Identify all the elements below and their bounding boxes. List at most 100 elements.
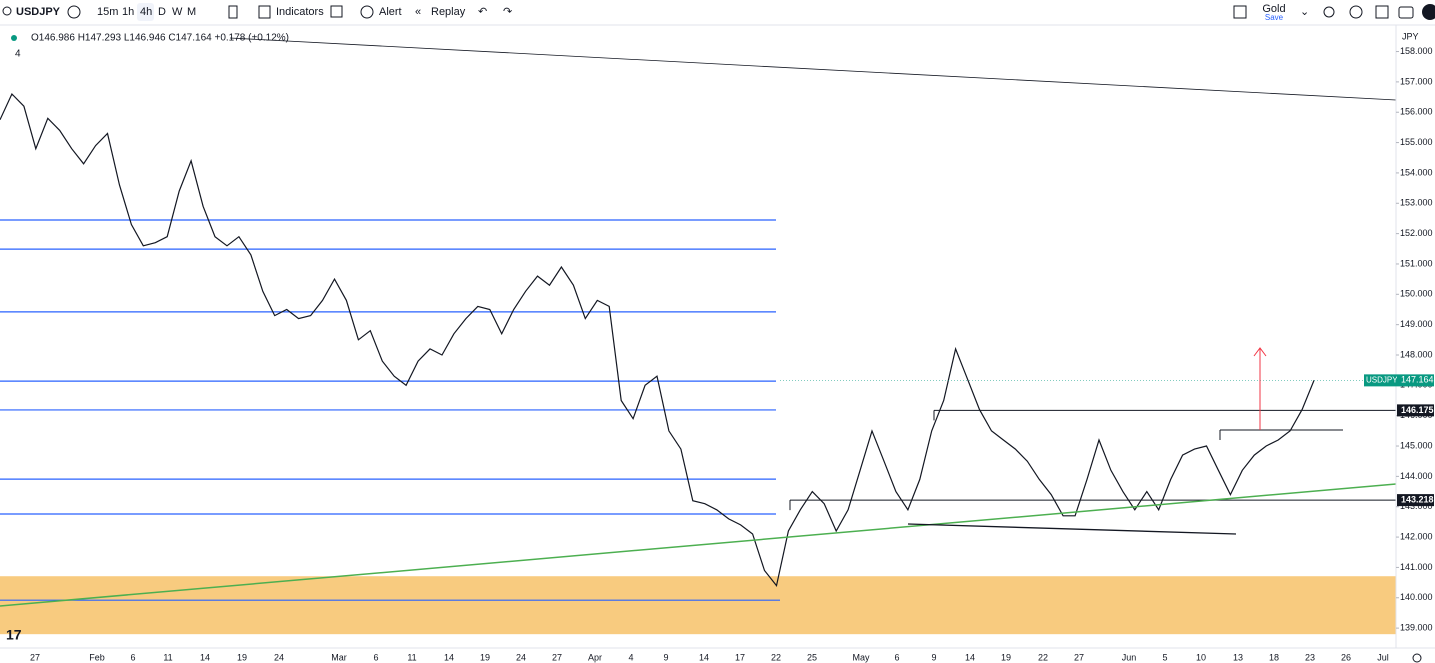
tv-logo: 17	[6, 627, 22, 643]
y-tick-label: 142.000	[1400, 531, 1433, 541]
x-tick-label: 18	[1269, 652, 1279, 662]
trend-line	[907, 523, 1237, 535]
symbol-tag	[1364, 374, 1397, 387]
settings[interactable]	[1349, 5, 1363, 19]
y-tick-label: 145.000	[1400, 440, 1433, 450]
y-tick-label: 139.000	[1400, 622, 1433, 632]
interval[interactable]: M	[187, 6, 196, 18]
status-dot	[11, 35, 17, 41]
x-tick-label: 27	[30, 652, 40, 662]
symbol-tag-label: USDJPY	[1366, 375, 1398, 384]
indicators-button[interactable]: Indicators	[276, 6, 324, 18]
interval[interactable]: 15m	[97, 6, 118, 18]
x-tick-label: 14	[200, 652, 210, 662]
support-zone	[0, 576, 1396, 635]
replay-button[interactable]: Replay	[431, 6, 466, 18]
quick-search[interactable]	[1323, 6, 1335, 18]
price-tag	[1397, 494, 1434, 507]
layout-menu[interactable]: ⌄	[1300, 6, 1309, 18]
indicators-icon[interactable]	[258, 5, 271, 19]
add-symbol[interactable]	[67, 5, 81, 19]
symbol[interactable]: USDJPY	[16, 6, 61, 18]
interval[interactable]: D	[158, 6, 166, 18]
x-tick-label: Apr	[588, 652, 602, 662]
x-tick-label: 19	[1001, 652, 1011, 662]
y-tick-label: 154.000	[1400, 167, 1433, 177]
x-tick-label: 14	[699, 652, 709, 662]
trend-line	[0, 483, 1397, 607]
price-tag	[1397, 374, 1434, 387]
interval[interactable]: 1h	[122, 6, 134, 18]
y-tick-label: 141.000	[1400, 562, 1433, 572]
y-tick-label: 148.000	[1400, 349, 1433, 359]
x-tick-label: 22	[1038, 652, 1048, 662]
x-tick-label: 19	[480, 652, 490, 662]
arrow-head	[1253, 347, 1267, 357]
x-tick-label: 25	[807, 652, 817, 662]
alert-button[interactable]: Alert	[379, 6, 402, 18]
y-tick-label: 156.000	[1400, 107, 1433, 117]
x-tick-label: 19	[237, 652, 247, 662]
x-tick-label: 17	[735, 652, 745, 662]
x-tick-label: 6	[373, 652, 378, 662]
y-tick-label: 151.000	[1400, 258, 1433, 268]
y-tick-label: 153.000	[1400, 198, 1433, 208]
interval[interactable]: 4h	[140, 6, 152, 18]
interval[interactable]: W	[172, 6, 183, 18]
x-tick-label: 14	[444, 652, 454, 662]
price-tag-label: 147.164	[1401, 375, 1434, 385]
profile[interactable]	[1422, 4, 1435, 20]
snapshot[interactable]	[1398, 6, 1414, 19]
x-tick-label: 9	[931, 652, 936, 662]
time-settings[interactable]	[1412, 653, 1422, 663]
redo[interactable]: ↷	[503, 6, 512, 18]
x-tick-label: 11	[407, 652, 416, 662]
x-tick-label: Jun	[1122, 652, 1137, 662]
templates-icon[interactable]	[330, 5, 343, 18]
x-tick-label: 22	[771, 652, 781, 662]
currency: JPY	[1402, 31, 1419, 41]
fullscreen[interactable]	[1375, 5, 1389, 19]
x-tick-label: 5	[1162, 652, 1167, 662]
price-line	[0, 92, 1315, 587]
x-tick-label: 13	[1233, 652, 1243, 662]
x-tick-label: 24	[274, 652, 284, 662]
undo[interactable]: ↶	[478, 6, 487, 18]
x-tick-label: May	[852, 652, 870, 662]
save-label[interactable]: Save	[1265, 13, 1284, 22]
x-tick-label: Feb	[89, 652, 105, 662]
x-tick-label: Mar	[331, 652, 347, 662]
y-tick-label: 157.000	[1400, 76, 1433, 86]
y-tick-label: 150.000	[1400, 289, 1433, 299]
chart-type-icon[interactable]	[228, 5, 238, 19]
alert-icon[interactable]	[360, 5, 374, 19]
price-tag-label: 146.175	[1401, 405, 1434, 415]
trend-line	[229, 37, 1397, 101]
plot-area	[0, 92, 1396, 635]
x-tick-label: 24	[516, 652, 526, 662]
x-tick-label: 6	[894, 652, 899, 662]
y-tick-label: 152.000	[1400, 228, 1433, 238]
toolbar	[0, 0, 1435, 25]
x-tick-label: 26	[1341, 652, 1351, 662]
y-tick-label: 149.000	[1400, 319, 1433, 329]
x-tick-label: Jul	[1377, 652, 1389, 662]
layout-icon[interactable]	[1233, 5, 1247, 19]
search-icon[interactable]	[2, 6, 12, 16]
layout-name[interactable]: Gold	[1262, 3, 1285, 15]
x-tick-label: 23	[1305, 652, 1315, 662]
ohlc-legend: O146.986 H147.293 L146.946 C147.164 +0.1…	[31, 33, 289, 44]
x-tick-label: 4	[628, 652, 633, 662]
x-tick-label: 6	[130, 652, 135, 662]
price-tag-label: 143.218	[1401, 494, 1434, 504]
x-tick-label: 27	[1074, 652, 1084, 662]
x-tick-label: 27	[552, 652, 562, 662]
y-tick-label: 158.000	[1400, 46, 1433, 56]
y-tick-label: 155.000	[1400, 137, 1433, 147]
replay-icon[interactable]: «	[415, 6, 421, 18]
x-tick-label: 9	[663, 652, 668, 662]
x-tick-label: 14	[965, 652, 975, 662]
interval-active-bg	[137, 3, 154, 21]
